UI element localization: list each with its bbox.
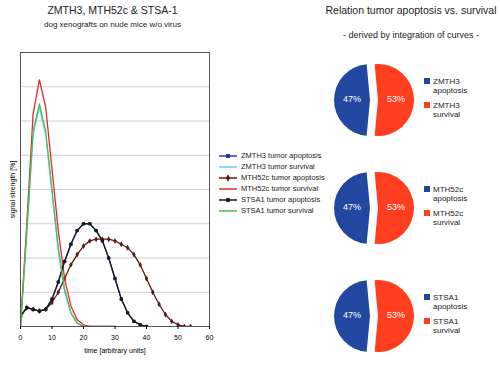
svg-text:53%: 53%: [387, 310, 405, 320]
html-text:ZMTH3 tumor apoptosis: ZMTH3 tumor apoptosis: [241, 151, 322, 160]
svg-text:47%: 47%: [343, 202, 361, 212]
svg-text:53%: 53%: [387, 94, 405, 104]
svg-text:ZMTH3survival: ZMTH3survival: [433, 101, 460, 119]
svg-text:0: 0: [19, 334, 23, 341]
svg-text:STSA1apoptosis: STSA1apoptosis: [433, 293, 467, 311]
svg-text:53%: 53%: [387, 202, 405, 212]
svg-text:STSA1survival: STSA1survival: [433, 317, 460, 335]
html-text:MTH52c tumor survival: MTH52c tumor survival: [241, 184, 319, 193]
svg-text:time [arbitrary units]: time [arbitrary units]: [84, 347, 146, 355]
svg-text:MTH52capoptosis: MTH52capoptosis: [433, 185, 467, 203]
html-text:- derived by integration of cu: - derived by integration of curves -: [343, 30, 479, 40]
svg-text:signal strength [%]: signal strength [%]: [9, 161, 17, 219]
svg-text:60: 60: [206, 334, 214, 341]
svg-text:47%: 47%: [343, 310, 361, 320]
svg-text:30: 30: [111, 334, 119, 341]
html-text:dog xenografts on nude mice w/: dog xenografts on nude mice w/o virus: [44, 20, 181, 29]
svg-text:40: 40: [143, 334, 151, 341]
svg-text:50: 50: [174, 334, 182, 341]
svg-text:ZMTH3apoptosis: ZMTH3apoptosis: [433, 77, 467, 95]
html-text:ZMTH3, MTH52c & STSA-1: ZMTH3, MTH52c & STSA-1: [47, 4, 178, 16]
html-text:Relation tumor apoptosis vs. s: Relation tumor apoptosis vs. survival: [325, 4, 497, 16]
svg-text:20: 20: [80, 334, 88, 341]
svg-text:10: 10: [48, 334, 56, 341]
html-text:MTH52c tumor apoptosis: MTH52c tumor apoptosis: [241, 173, 325, 182]
svg-text:MTH52csurvival: MTH52csurvival: [433, 209, 463, 227]
html-text:STSA1 tumor survival: STSA1 tumor survival: [241, 206, 314, 215]
html-text:ZMTH3 tumor survival: ZMTH3 tumor survival: [241, 162, 315, 171]
svg-text:47%: 47%: [343, 94, 361, 104]
html-text:STSA1 tumor apoptosis: STSA1 tumor apoptosis: [241, 195, 321, 204]
